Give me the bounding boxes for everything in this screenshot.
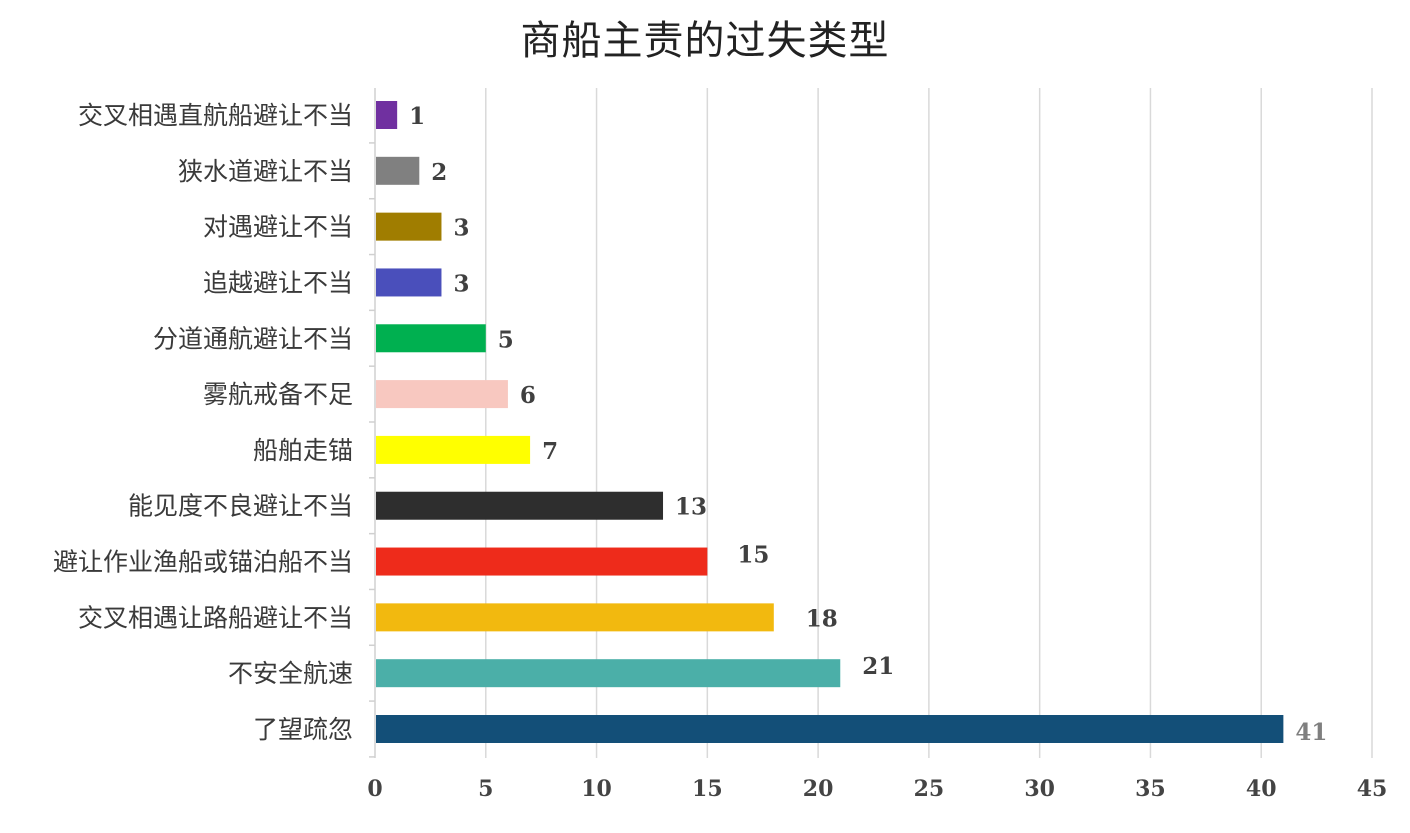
- data-label: 3: [453, 215, 469, 242]
- x-tick-label: 40: [1246, 776, 1277, 802]
- labels: 交叉相遇直航船避让不当 1 狭水道避让不当 2 对遇避让不当 3 追越避让不当 3 分道通航避让…: [53, 101, 1327, 746]
- bar: [376, 156, 420, 185]
- bar: [376, 659, 841, 688]
- data-label: 1: [409, 103, 425, 130]
- x-tick-label: 45: [1357, 776, 1388, 802]
- x-tick-label: 20: [803, 776, 834, 802]
- data-label: 18: [806, 605, 838, 632]
- data-label: 3: [453, 270, 469, 297]
- data-label: 2: [431, 159, 447, 186]
- bar: [376, 603, 774, 632]
- category-label: 交叉相遇让路船避让不当: [78, 603, 353, 632]
- bar: [376, 101, 398, 129]
- data-label: 13: [675, 494, 707, 521]
- bar: [376, 324, 486, 353]
- x-tick-label: 15: [692, 776, 723, 802]
- x-tick-label: 35: [1135, 776, 1166, 802]
- bar: [376, 268, 442, 297]
- bar: [376, 547, 708, 576]
- category-label: 了望疏忽: [253, 715, 353, 744]
- bar: [376, 491, 664, 520]
- category-label: 雾航戒备不足: [203, 380, 353, 409]
- category-label: 交叉相遇直航船避让不当: [78, 101, 353, 130]
- x-tick-label: 0: [367, 776, 382, 802]
- category-label: 避让作业渔船或锚泊船不当: [53, 548, 353, 577]
- data-label: 21: [862, 653, 894, 680]
- category-label: 不安全航速: [228, 659, 353, 688]
- x-tick-label: 5: [478, 776, 493, 802]
- bar: [376, 212, 442, 241]
- data-label: 7: [542, 438, 558, 465]
- x-tick-label: 30: [1024, 776, 1055, 802]
- axes: 0 5 10 15 20 25 30 35 40 45: [367, 88, 1387, 802]
- category-label: 追越避让不当: [203, 268, 353, 297]
- data-label: 15: [737, 542, 769, 569]
- x-tick-label: 25: [914, 776, 945, 802]
- category-label: 船舶走锚: [253, 436, 353, 465]
- category-label: 对遇避让不当: [203, 213, 353, 242]
- data-label: 41: [1295, 719, 1327, 746]
- bars: [376, 101, 1284, 743]
- x-tick-label: 10: [581, 776, 612, 802]
- category-label: 狭水道避让不当: [178, 157, 353, 186]
- bar: [376, 380, 508, 409]
- gridlines: [485, 88, 1373, 758]
- category-label: 能见度不良避让不当: [128, 492, 353, 521]
- chart-title: 商船主责的过失类型: [520, 18, 890, 64]
- category-label: 分道通航避让不当: [153, 324, 353, 353]
- data-label: 6: [520, 382, 536, 409]
- data-label: 5: [498, 326, 514, 353]
- bar: [376, 435, 531, 464]
- bar: [376, 715, 1284, 743]
